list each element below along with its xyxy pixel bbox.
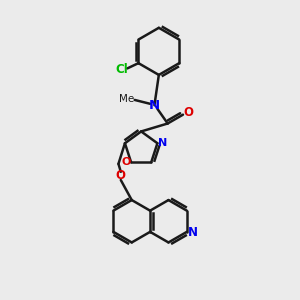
- Text: O: O: [122, 157, 131, 167]
- Text: N: N: [158, 138, 167, 148]
- Text: N: N: [149, 99, 160, 112]
- Text: O: O: [183, 106, 193, 119]
- Text: N: N: [188, 226, 198, 239]
- Text: Me: Me: [119, 94, 134, 104]
- Text: Cl: Cl: [116, 63, 129, 76]
- Text: O: O: [115, 169, 125, 182]
